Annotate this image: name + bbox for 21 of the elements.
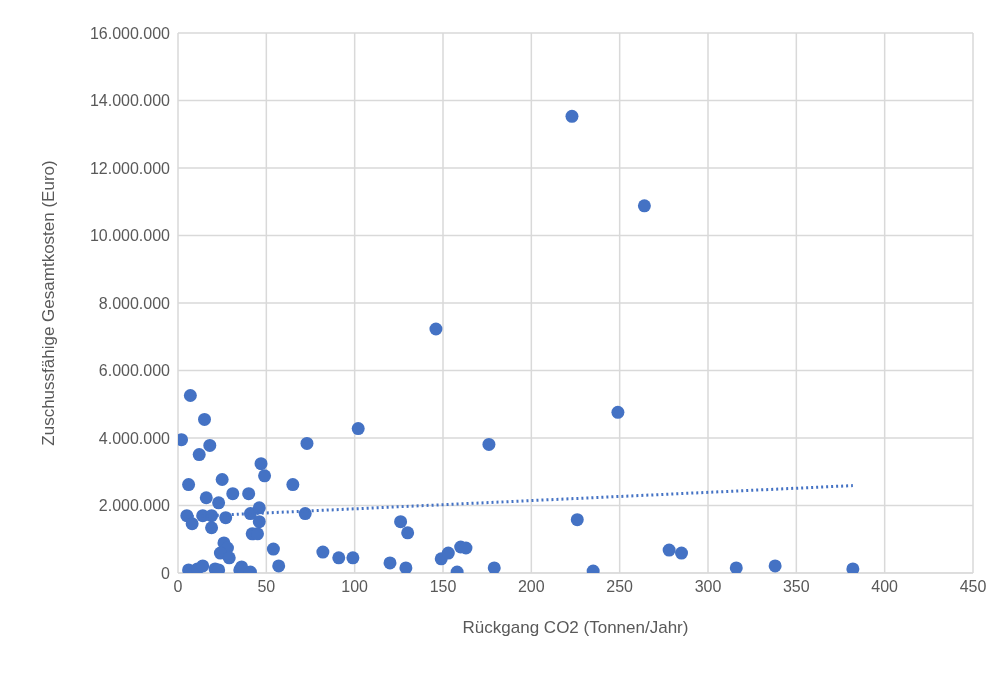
x-tick-label: 400: [871, 578, 899, 596]
y-tick-label: 8.000.000: [98, 294, 171, 312]
x-tick-label: 0: [173, 578, 183, 596]
y-tick-label: 12.000.000: [89, 159, 171, 177]
x-tick-label: 250: [606, 578, 634, 596]
y-axis-title: Zuschussfähige Gesamtkosten (Euro): [39, 160, 59, 446]
x-tick-label: 450: [959, 578, 987, 596]
y-tick-label: 16.000.000: [89, 24, 171, 42]
y-tick-label: 2.000.000: [98, 497, 171, 515]
x-tick-label: 300: [694, 578, 722, 596]
x-tick-label: 350: [782, 578, 810, 596]
y-tick-label: 4.000.000: [98, 429, 171, 447]
x-axis-title: Rückgang CO2 (Tonnen/Jahr): [462, 618, 689, 637]
y-tick-label: 14.000.000: [89, 92, 171, 110]
x-tick-label: 150: [429, 578, 457, 596]
y-tick-label: 6.000.000: [98, 362, 171, 380]
x-tick-label: 100: [341, 578, 369, 596]
x-tick-label: 200: [517, 578, 545, 596]
y-tick-label: 10.000.000: [89, 227, 171, 245]
y-tick-label: 0: [161, 564, 171, 582]
x-tick-label: 50: [257, 578, 276, 596]
